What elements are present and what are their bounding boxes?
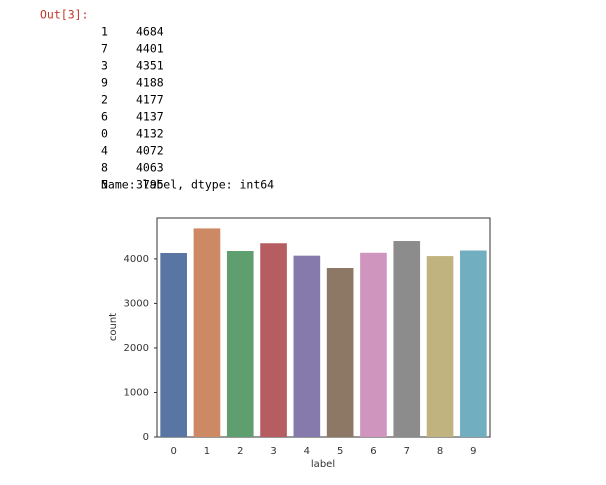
x-tick-label: 1 <box>204 446 210 457</box>
bar <box>293 255 321 437</box>
series-value: 4188 <box>136 76 164 90</box>
y-tick-label: 0 <box>143 432 149 443</box>
y-axis-label: count <box>108 313 119 341</box>
y-tick-label: 3000 <box>124 298 149 309</box>
x-axis-label: label <box>311 459 335 470</box>
bar <box>426 256 454 437</box>
series-value: 4177 <box>136 93 164 107</box>
y-tick-label: 2000 <box>124 343 149 354</box>
output-prompt: Out[3]: <box>40 8 88 22</box>
y-tick-label: 1000 <box>124 387 149 398</box>
bar <box>326 268 354 437</box>
series-index: 3 <box>101 59 108 73</box>
bar <box>460 250 487 437</box>
series-value: 4351 <box>136 59 164 73</box>
y-tick-label: 4000 <box>124 254 149 265</box>
bar <box>226 250 254 437</box>
x-tick-label: 9 <box>470 446 476 457</box>
x-tick-label: 6 <box>370 446 376 457</box>
bar <box>393 241 421 437</box>
x-tick-label: 7 <box>404 446 410 457</box>
series-index: 1 <box>101 25 108 39</box>
series-value: 4137 <box>136 110 164 124</box>
series-index: 5 <box>101 178 108 192</box>
series-index: 2 <box>101 93 108 107</box>
series-value: 4072 <box>136 144 164 158</box>
series-value: 4132 <box>136 127 164 141</box>
series-index: 9 <box>101 76 108 90</box>
series-value: 4684 <box>136 25 164 39</box>
x-tick-label: 0 <box>170 446 176 457</box>
series-index: 4 <box>101 144 108 158</box>
series-value: 4401 <box>136 42 164 56</box>
x-tick-label: 2 <box>237 446 243 457</box>
series-index: 6 <box>101 110 108 124</box>
series-value: 4063 <box>136 161 164 175</box>
bar <box>360 252 387 437</box>
bar <box>260 243 287 437</box>
bar <box>193 228 221 437</box>
series-index: 0 <box>101 127 108 141</box>
axes-frame <box>156 217 491 438</box>
x-tick-label: 4 <box>304 446 310 457</box>
series-index: 8 <box>101 161 108 175</box>
series-value: 3795 <box>136 178 164 192</box>
series-index: 7 <box>101 42 108 56</box>
x-tick-label: 3 <box>270 446 276 457</box>
x-tick-label: 8 <box>437 446 443 457</box>
series-footer: Name: label, dtype: int64 <box>101 178 274 192</box>
bar <box>160 253 187 437</box>
x-tick-label: 5 <box>337 446 343 457</box>
